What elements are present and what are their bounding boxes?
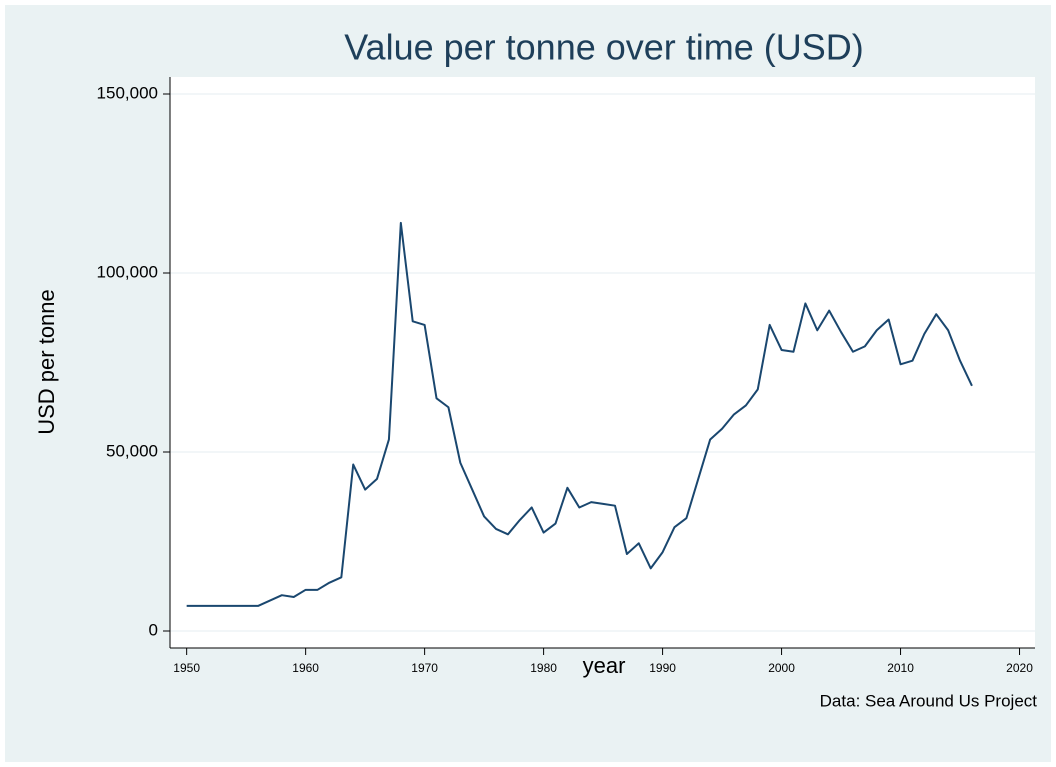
plot-area	[170, 77, 1035, 648]
note: Data: Sea Around Us Project	[820, 691, 1038, 710]
x-tick-label: 1990	[649, 661, 676, 675]
x-tick-label: 1950	[173, 661, 200, 675]
y-tick-label: 150,000	[97, 83, 158, 102]
y-axis-title: USD per tonne	[34, 289, 59, 435]
x-tick-label: 1980	[530, 661, 557, 675]
x-tick-label: 2000	[768, 661, 795, 675]
x-tick-label: 2020	[1006, 661, 1033, 675]
x-axis-title: year	[583, 653, 626, 678]
x-tick-label: 1960	[292, 661, 319, 675]
data-line	[186, 221, 973, 607]
x-tick-label: 2010	[887, 661, 914, 675]
y-tick-label: 0	[149, 620, 158, 639]
y-tick-label: 100,000	[97, 262, 158, 281]
x-tick-label: 1970	[411, 661, 438, 675]
chart-title: Value per tonne over time (USD)	[344, 27, 864, 68]
y-tick-label: 50,000	[106, 441, 158, 460]
